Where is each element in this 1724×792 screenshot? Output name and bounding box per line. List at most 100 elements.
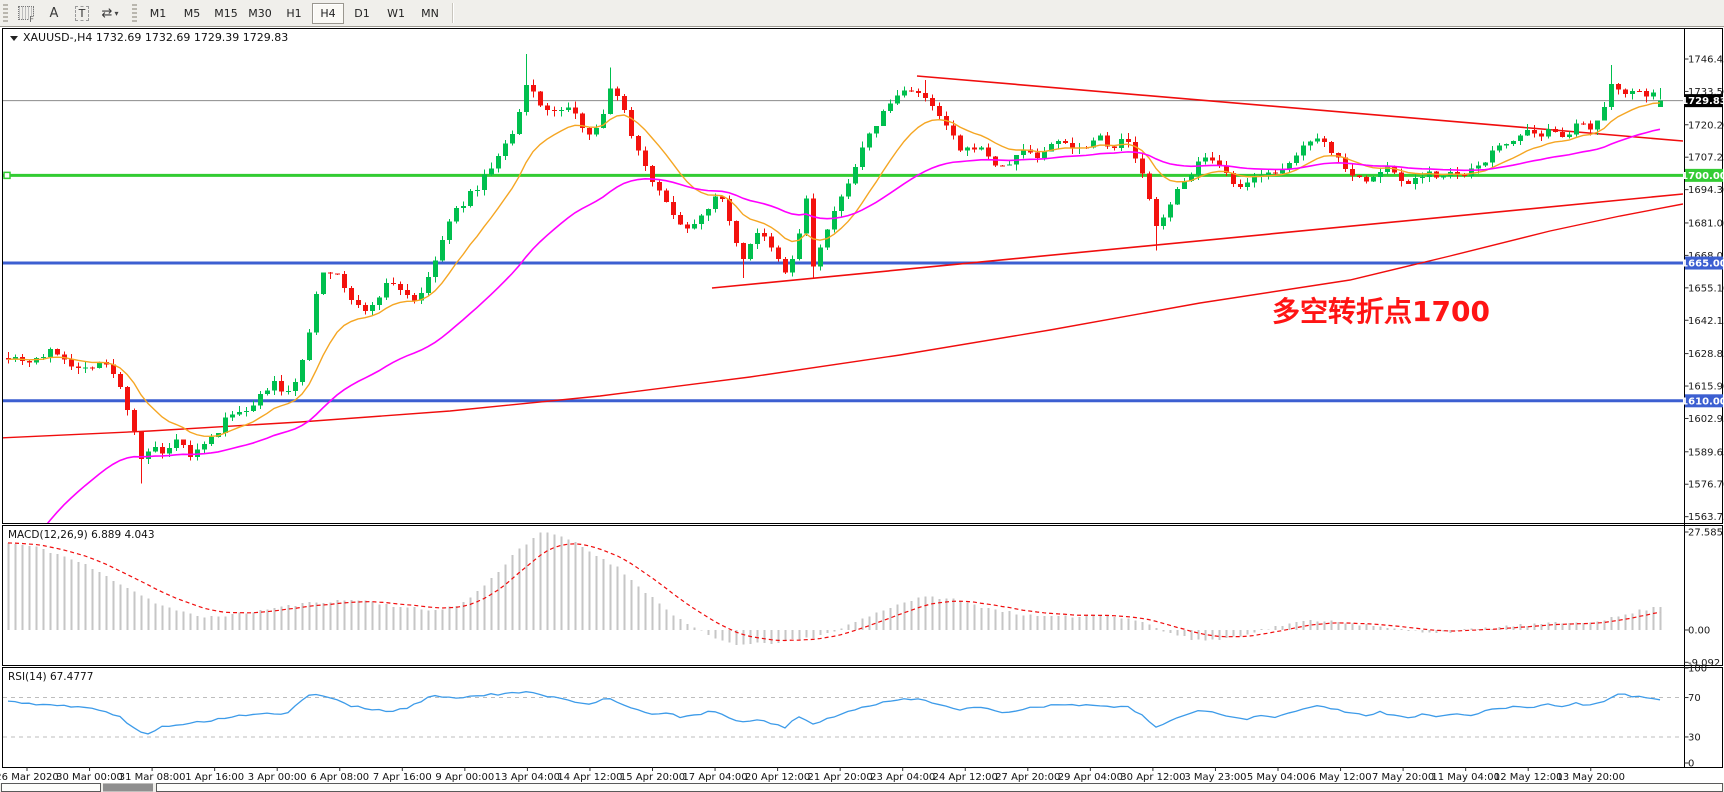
grid-f-tool-button[interactable]: F xyxy=(13,1,39,25)
timeframe-m30-button[interactable]: M30 xyxy=(248,6,272,20)
candle-up xyxy=(867,133,872,148)
candle-up xyxy=(1609,84,1614,107)
scrollbar-segment[interactable] xyxy=(1,783,101,792)
letter-a-icon: A xyxy=(49,5,59,21)
cycle-symbols-button[interactable]: ⇄ ▾ xyxy=(97,1,123,25)
candle-up xyxy=(1189,174,1194,182)
text-box-tool-button[interactable]: T xyxy=(69,1,95,25)
candle-up xyxy=(881,110,886,127)
timeframe-h4-button[interactable]: H4 xyxy=(312,2,344,24)
text-label-tool-button[interactable]: A xyxy=(41,1,67,25)
timeframe-m15-button[interactable]: M15 xyxy=(214,6,238,20)
candle-up xyxy=(1196,161,1201,175)
candle-up xyxy=(804,198,809,234)
long-ma-line xyxy=(3,203,1683,439)
candle-down xyxy=(678,214,683,225)
rsi-plot xyxy=(3,691,1683,738)
candle-up xyxy=(566,107,571,110)
candle-down xyxy=(76,366,81,369)
candle-down xyxy=(405,289,410,296)
candle-down xyxy=(1588,123,1593,130)
time-axis-label: 30 Apr 12:00 xyxy=(1120,772,1185,783)
time-axis-label: 26 Mar 2020 xyxy=(0,772,59,783)
timeframe-m5-button[interactable]: M5 xyxy=(183,6,201,20)
candle-up xyxy=(447,221,452,241)
macd-panel xyxy=(2,525,1723,666)
candle-up xyxy=(692,223,697,229)
time-axis-label: 29 Apr 04:00 xyxy=(1058,772,1123,783)
time-axis-label: 6 May 12:00 xyxy=(1309,772,1371,783)
candle-down xyxy=(69,359,74,367)
candle-down xyxy=(1224,165,1229,173)
time-axis-label: 15 Apr 20:00 xyxy=(620,772,685,783)
price-axis-label: 1720.20 xyxy=(1688,120,1724,131)
price-axis-label: 1602.95 xyxy=(1688,414,1724,425)
candle-up xyxy=(1056,141,1061,144)
time-axis-label: 20 Apr 12:00 xyxy=(745,772,810,783)
rsi-axis-label: 70 xyxy=(1688,693,1701,704)
candle-up xyxy=(1175,188,1180,205)
candle-up xyxy=(468,191,473,206)
candle-up xyxy=(888,103,893,111)
scrollbar-thumb[interactable] xyxy=(103,783,153,792)
candle-down xyxy=(342,273,347,288)
candle-down xyxy=(720,196,725,199)
candle-down xyxy=(90,367,95,369)
timeframe-d1-button[interactable]: D1 xyxy=(354,6,370,20)
level-1610-badge-bg xyxy=(1685,394,1723,408)
time-axis-label: 14 Apr 12:00 xyxy=(557,772,622,783)
candle-down xyxy=(741,242,746,259)
candle-up xyxy=(790,258,795,273)
candle-down xyxy=(356,299,361,305)
candle-down xyxy=(622,95,627,110)
candle-up xyxy=(307,332,312,360)
candle-down xyxy=(923,93,928,98)
time-axis-label: 23 Apr 04:00 xyxy=(870,772,935,783)
symbol-dropdown-icon[interactable] xyxy=(10,36,18,41)
candle-down xyxy=(335,273,340,275)
candle-up xyxy=(699,215,704,224)
timeframe-m1-button[interactable]: M1 xyxy=(149,6,167,20)
candle-down xyxy=(580,113,585,129)
price-axis-label: 1733.50 xyxy=(1688,87,1724,98)
chinese-annotation: 多空转折点1700 xyxy=(1272,295,1490,328)
timeframe-h1-button[interactable]: H1 xyxy=(286,6,302,20)
toolbar-grip-2[interactable] xyxy=(132,4,137,22)
timeframe-w1-button[interactable]: W1 xyxy=(387,6,405,20)
price-axis-label: 1563.75 xyxy=(1688,512,1724,523)
candle-down xyxy=(930,97,935,107)
rsi-line xyxy=(7,691,1661,735)
toolbar-grip[interactable] xyxy=(3,4,8,22)
candle-down xyxy=(1231,172,1236,184)
candle-up xyxy=(314,293,319,333)
scrollbar-segment[interactable] xyxy=(156,783,1723,792)
time-axis-label: 24 Apr 12:00 xyxy=(933,772,998,783)
candle-down xyxy=(111,364,116,374)
candle-up xyxy=(1476,165,1481,169)
level-1700-badge: 1700.00 xyxy=(1681,168,1724,182)
candle-down xyxy=(629,109,634,136)
timeframe-mn-button[interactable]: MN xyxy=(421,6,439,20)
candle-up xyxy=(1294,155,1299,163)
candle-down xyxy=(1350,168,1355,176)
time-axis-label: 21 Apr 20:00 xyxy=(808,772,873,783)
candle-up xyxy=(1441,176,1446,178)
candle-down xyxy=(412,295,417,301)
candle-up xyxy=(48,349,53,358)
candle-down xyxy=(1329,142,1334,154)
ma-slow-line xyxy=(46,128,1661,523)
time-axis-label: 1 Apr 16:00 xyxy=(185,772,244,783)
candle-down xyxy=(776,247,781,260)
candle-up xyxy=(713,196,718,209)
candle-down xyxy=(1105,135,1110,147)
price-axis-label: 1615.90 xyxy=(1688,382,1724,393)
candle-up xyxy=(1161,217,1166,227)
candle-down xyxy=(972,147,977,150)
candle-down xyxy=(685,224,690,229)
candle-down xyxy=(727,198,732,222)
candle-down xyxy=(531,84,536,92)
main-plot xyxy=(3,53,1683,523)
candle-down xyxy=(1112,146,1117,148)
candle-up xyxy=(496,155,501,169)
level-1665-badge-bg xyxy=(1685,256,1723,270)
